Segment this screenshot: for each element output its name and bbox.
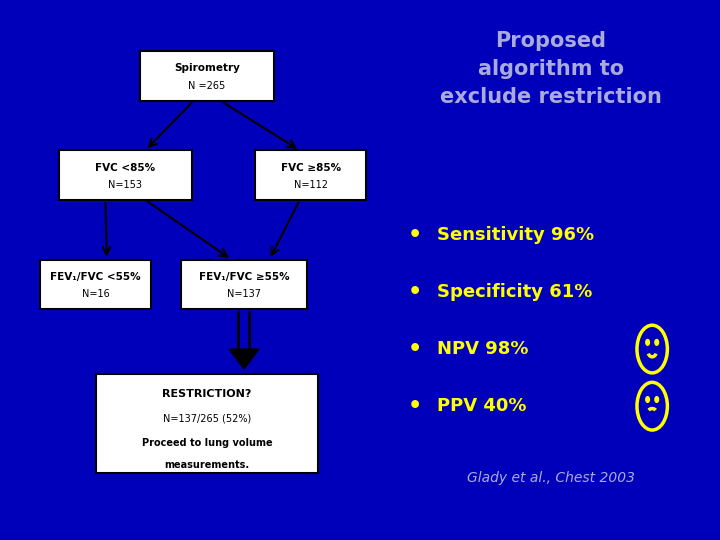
FancyBboxPatch shape bbox=[140, 51, 274, 100]
Text: Glady et al., Chest 2003: Glady et al., Chest 2003 bbox=[467, 471, 635, 485]
Text: PPV 40%: PPV 40% bbox=[437, 397, 526, 415]
Text: Spirometry: Spirometry bbox=[174, 63, 240, 73]
Text: N=112: N=112 bbox=[294, 180, 328, 190]
Text: FVC <85%: FVC <85% bbox=[95, 163, 156, 173]
Text: Sensitivity 96%: Sensitivity 96% bbox=[437, 226, 594, 244]
Text: Specificity 61%: Specificity 61% bbox=[437, 283, 592, 301]
Text: N=153: N=153 bbox=[109, 180, 143, 190]
Circle shape bbox=[646, 397, 649, 402]
Text: •: • bbox=[408, 396, 422, 416]
Text: Proceed to lung volume: Proceed to lung volume bbox=[142, 438, 272, 448]
Text: Proposed
algorithm to
exclude restriction: Proposed algorithm to exclude restrictio… bbox=[440, 31, 662, 107]
FancyBboxPatch shape bbox=[59, 150, 192, 200]
Circle shape bbox=[655, 340, 659, 345]
Text: FEV₁/FVC ≥55%: FEV₁/FVC ≥55% bbox=[199, 272, 289, 282]
Text: N=137: N=137 bbox=[227, 289, 261, 299]
FancyBboxPatch shape bbox=[96, 374, 318, 473]
Text: N =265: N =265 bbox=[189, 81, 225, 91]
FancyBboxPatch shape bbox=[40, 260, 151, 309]
Polygon shape bbox=[229, 349, 259, 369]
Text: •: • bbox=[408, 282, 422, 302]
Circle shape bbox=[646, 340, 649, 345]
Text: RESTRICTION?: RESTRICTION? bbox=[162, 389, 252, 399]
Text: measurements.: measurements. bbox=[164, 460, 250, 470]
Text: FEV₁/FVC <55%: FEV₁/FVC <55% bbox=[50, 272, 141, 282]
Text: FVC ≥85%: FVC ≥85% bbox=[281, 163, 341, 173]
Text: NPV 98%: NPV 98% bbox=[437, 340, 528, 358]
Circle shape bbox=[655, 397, 659, 402]
FancyBboxPatch shape bbox=[255, 150, 366, 200]
Text: •: • bbox=[408, 225, 422, 245]
Text: N=137/265 (52%): N=137/265 (52%) bbox=[163, 414, 251, 423]
Text: •: • bbox=[408, 339, 422, 359]
Text: N=16: N=16 bbox=[82, 289, 109, 299]
FancyBboxPatch shape bbox=[181, 260, 307, 309]
